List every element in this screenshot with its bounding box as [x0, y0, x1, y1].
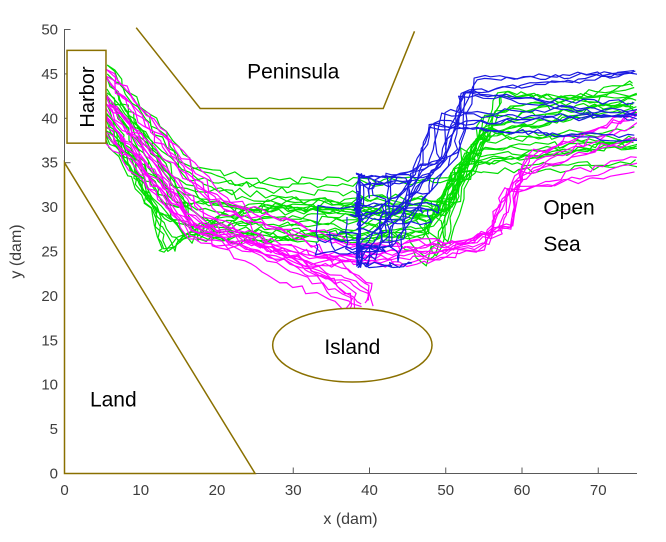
x-tick-label: 40 [361, 482, 378, 499]
y-tick-label: 20 [41, 288, 58, 305]
x-tick-label: 20 [209, 482, 226, 499]
blue-tracks-maneuver [314, 123, 637, 263]
magenta-tracks-island [105, 96, 369, 304]
y-tick-label: 5 [50, 421, 58, 438]
magenta-tracks-island [105, 142, 347, 311]
magenta-tracks-island [105, 133, 353, 313]
magenta-tracks-island [105, 103, 362, 305]
green-tracks-dip [106, 104, 635, 252]
trajectories [105, 64, 637, 313]
land-label: Land [90, 388, 137, 411]
blue-tracks-maneuver [349, 71, 637, 248]
magenta-tracks-through [105, 114, 637, 260]
blue-tracks-maneuver [345, 112, 637, 269]
x-tick-label: 70 [590, 482, 607, 499]
magenta-tracks-through [106, 68, 637, 246]
x-tick-label: 10 [132, 482, 149, 499]
y-tick-label: 45 [41, 66, 58, 83]
blue-tracks-maneuver [357, 69, 635, 214]
y-tick-label: 40 [41, 110, 58, 127]
green-tracks-cluster-dip [106, 134, 637, 260]
blue-tracks-maneuver [355, 94, 635, 221]
y-tick-label: 15 [41, 332, 58, 349]
green-tracks-dip [106, 109, 637, 244]
peninsula-fill [136, 27, 415, 109]
open-sea-label-line1: Open [543, 197, 594, 220]
y-tick-label: 30 [41, 199, 58, 216]
regions: Peninsula Harbor Island Land Open Sea [63, 27, 595, 475]
blue-tracks-maneuver [355, 70, 636, 221]
x-tick-label: 60 [514, 482, 531, 499]
green-tracks-cluster-dip [106, 73, 637, 245]
magenta-tracks-island [105, 94, 357, 310]
axes: 0 10 20 30 40 50 60 70 0 5 10 15 20 25 30 35 40 45 50 x (da… [8, 22, 637, 528]
y-tick-label: 50 [41, 22, 58, 39]
y-tick-label: 35 [41, 155, 58, 172]
green-tracks-main [106, 92, 637, 204]
harbor-label: Harbor [77, 66, 99, 127]
y-tick-label: 25 [41, 244, 58, 261]
island-outline [271, 307, 433, 383]
green-tracks-dip [106, 77, 637, 242]
island-label: Island [324, 336, 380, 359]
peninsula-outline [135, 27, 416, 110]
y-tick-label: 0 [50, 466, 58, 483]
x-tick-label: 0 [60, 482, 68, 499]
x-tick-label: 30 [285, 482, 302, 499]
land-outline [63, 160, 257, 475]
peninsula-label: Peninsula [247, 61, 340, 84]
green-tracks-dip [106, 119, 637, 243]
magenta-tracks-island [105, 108, 362, 308]
magenta-tracks-through [105, 114, 637, 262]
open-sea-label-line2: Sea [543, 233, 581, 256]
blue-tracks-maneuver [349, 89, 637, 217]
x-tick-label: 50 [437, 482, 454, 499]
y-axis-title: y (dam) [8, 224, 25, 278]
harbor-outline [66, 49, 107, 144]
y-tick-label: 10 [41, 377, 58, 394]
green-tracks-cluster-dip [105, 135, 637, 267]
x-axis-title: x (dam) [323, 511, 377, 528]
